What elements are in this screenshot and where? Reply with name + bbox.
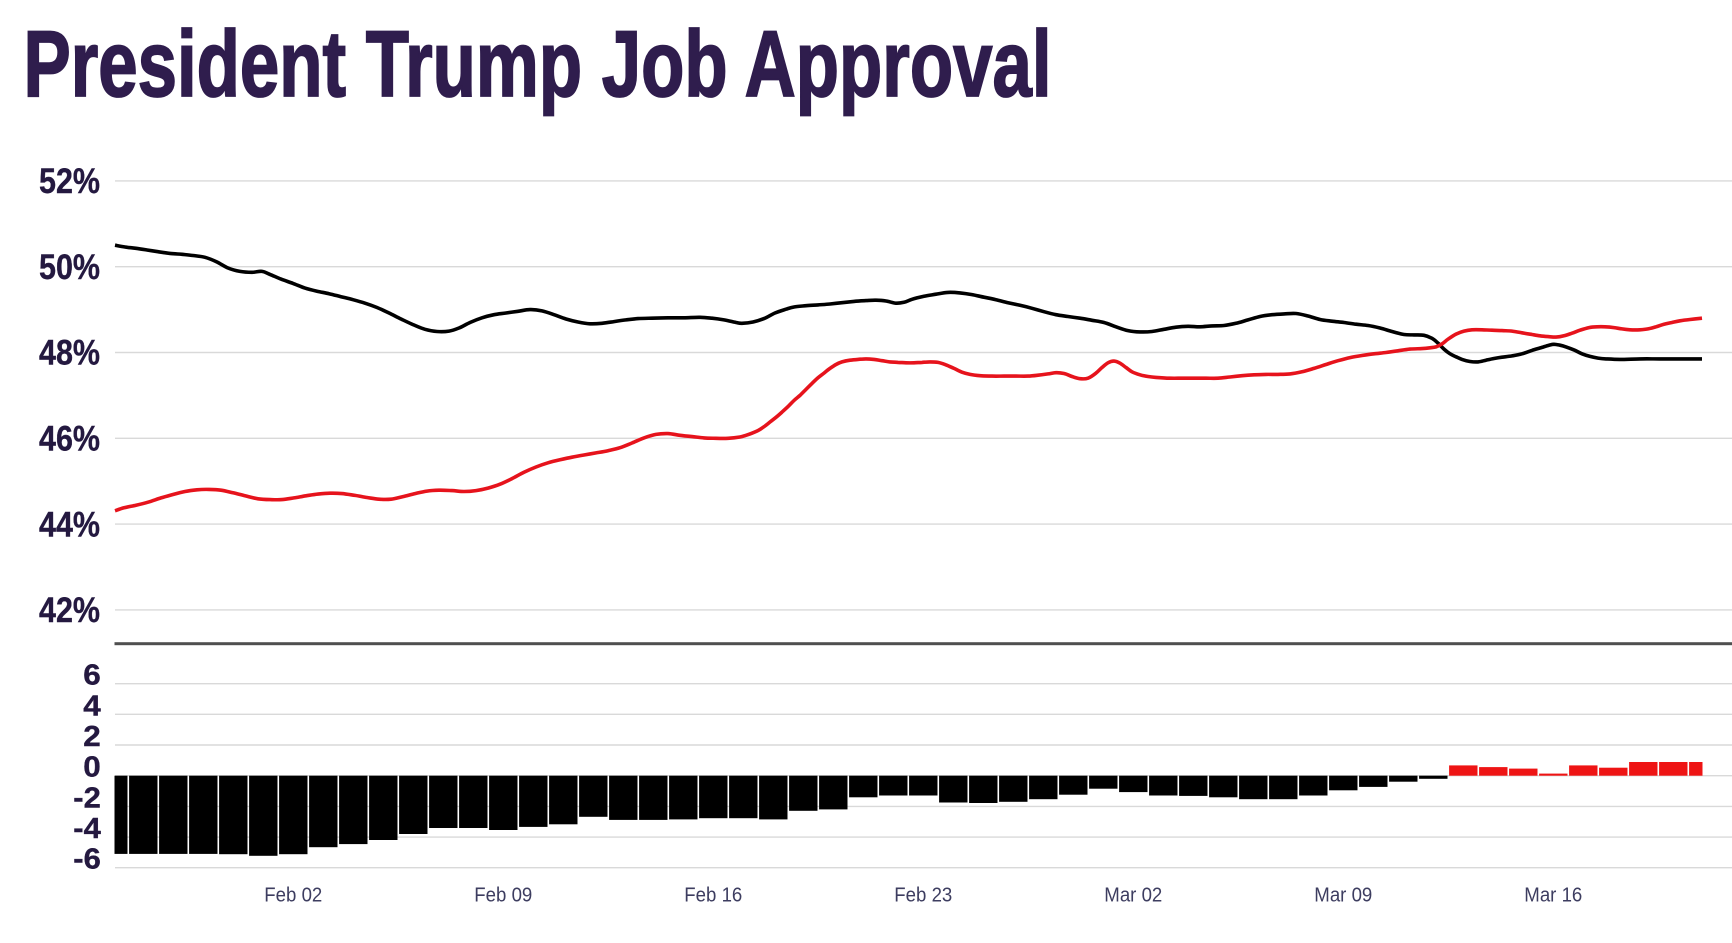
svg-text:Feb 09: Feb 09 [474, 885, 532, 907]
svg-text:46%: 46% [39, 420, 100, 459]
svg-text:42%: 42% [39, 591, 100, 630]
svg-text:Feb 23: Feb 23 [894, 885, 952, 907]
svg-text:President Trump Job Approval: President Trump Job Approval [24, 11, 1052, 116]
svg-text:-4: -4 [73, 813, 101, 845]
svg-text:50%: 50% [39, 248, 100, 287]
svg-text:44%: 44% [39, 505, 100, 544]
svg-text:2: 2 [83, 721, 101, 753]
svg-text:Feb 02: Feb 02 [264, 885, 322, 907]
svg-text:52%: 52% [39, 162, 100, 201]
svg-text:Mar 02: Mar 02 [1104, 885, 1162, 907]
svg-text:4: 4 [83, 690, 101, 722]
svg-text:Feb 16: Feb 16 [684, 885, 742, 907]
svg-text:Mar 16: Mar 16 [1524, 885, 1582, 907]
svg-text:0: 0 [83, 752, 101, 784]
svg-text:6: 6 [83, 660, 101, 692]
svg-text:-2: -2 [73, 782, 101, 814]
svg-text:48%: 48% [39, 334, 100, 373]
svg-text:-6: -6 [73, 844, 101, 876]
svg-text:Mar 09: Mar 09 [1314, 885, 1372, 907]
